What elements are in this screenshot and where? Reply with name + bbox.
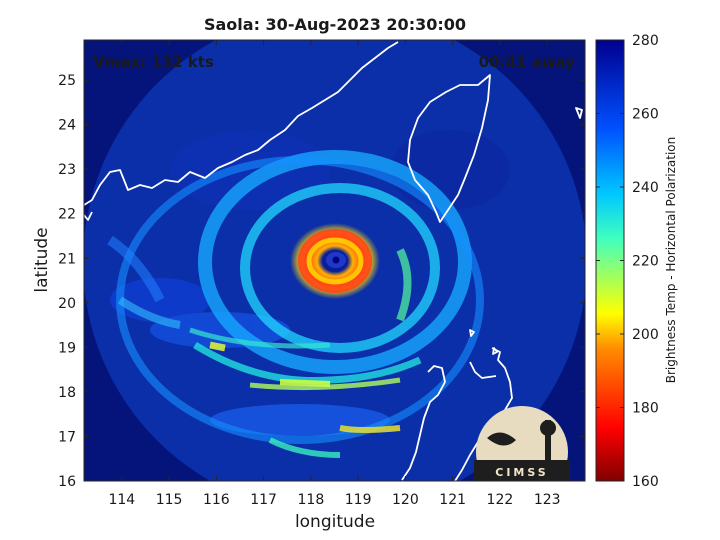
- x-tick-label: 116: [203, 492, 230, 508]
- logo-disc: [476, 406, 568, 481]
- x-tick-label: 118: [298, 492, 325, 508]
- y-tick-label: 20: [58, 296, 76, 312]
- logo-tank-icon: [540, 420, 556, 436]
- small-islands: [469, 107, 583, 355]
- y-tick-label: 17: [58, 429, 76, 445]
- vmax-label: Vmax: 132 kts: [93, 53, 214, 71]
- logo-dish-icon: [487, 432, 516, 446]
- logo-band: [474, 460, 570, 481]
- colorbar-tick-label: 260: [632, 107, 659, 123]
- coastlines: [84, 41, 583, 481]
- taiwan-coastline: [407, 74, 491, 223]
- colorbar-ticks: 160 180 200 220 240 260 280: [596, 33, 659, 490]
- colorbar-gradient: [595, 39, 625, 482]
- x-tick-label: 121: [439, 492, 466, 508]
- logo-tower-icon: [545, 420, 551, 460]
- rain-bands: [107, 150, 484, 458]
- colorbar-tick-label: 160: [632, 474, 659, 490]
- x-tick-label: 114: [108, 492, 135, 508]
- y-tick-label: 18: [58, 385, 76, 401]
- x-tick-label: 120: [392, 492, 419, 508]
- chart-title: Saola: 30-Aug-2023 20:30:00: [204, 15, 466, 34]
- y-tick-label: 19: [58, 340, 76, 356]
- x-axis-label: longitude: [295, 512, 375, 532]
- china-coastline: [84, 41, 399, 206]
- plot-area: CIMSS: [84, 40, 585, 481]
- colorbar: 160 180 200 220 240 260 280 Brightness Temp - …: [595, 33, 678, 490]
- time-offset-label: 00:41 away: [479, 53, 576, 71]
- y-tick-label: 21: [58, 251, 76, 267]
- colorbar-tick-label: 220: [632, 254, 659, 270]
- hainan-coastline: [84, 211, 93, 221]
- y-axis-label: latitude: [32, 227, 52, 292]
- x-tick-label: 122: [487, 492, 514, 508]
- x-axis: 114 115 116 117 118 119 120 121 122 123: [108, 40, 561, 508]
- logo-text: CIMSS: [495, 466, 548, 479]
- x-tick-label: 117: [250, 492, 277, 508]
- microwave-swath: [84, 40, 585, 481]
- y-axis: 16 17 18 19 20 21 22 23 24 25: [58, 73, 585, 490]
- colorbar-tick-label: 200: [632, 327, 659, 343]
- swath-texture: [110, 130, 510, 436]
- colorbar-tick-label: 180: [632, 401, 659, 417]
- colorbar-label: Brightness Temp - Horizontal Polarizatio…: [664, 137, 678, 384]
- y-tick-label: 23: [58, 162, 76, 178]
- colorbar-tick-label: 280: [632, 33, 659, 49]
- colorbar-tick-label: 240: [632, 180, 659, 196]
- x-tick-label: 115: [156, 492, 183, 508]
- plot-frame: [83, 39, 586, 482]
- x-tick-label: 123: [534, 492, 561, 508]
- y-tick-label: 25: [58, 73, 76, 89]
- y-tick-label: 16: [58, 474, 76, 490]
- x-tick-label: 119: [345, 492, 372, 508]
- eyewall-ring: [298, 229, 372, 293]
- cimss-logo: CIMSS: [474, 406, 570, 481]
- y-tick-label: 22: [58, 207, 76, 223]
- y-tick-label: 24: [58, 118, 76, 134]
